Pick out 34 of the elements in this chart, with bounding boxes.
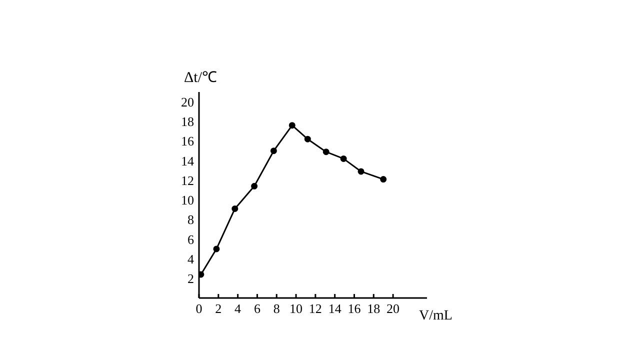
point [380, 176, 387, 183]
x-tick-label: 2 [215, 301, 222, 316]
y-tick-label: 2 [188, 270, 194, 286]
point [322, 148, 330, 156]
point [213, 246, 220, 252]
x-tick-label: 0 [196, 301, 202, 316]
y-tick-label: 16 [181, 134, 194, 149]
y-tick-label: 14 [181, 153, 194, 168]
y-tick-label: 12 [181, 172, 194, 188]
x-axis-title: V/mL [419, 308, 452, 324]
x-tick-label: 6 [254, 301, 261, 316]
point [270, 148, 277, 154]
point [304, 136, 311, 142]
y-tick-label: 4 [188, 251, 194, 266]
x-tick-label: 20 [386, 301, 400, 316]
x-tick-label: 16 [348, 301, 362, 316]
x-tick-label: 4 [234, 301, 242, 316]
point [358, 168, 364, 175]
y-tick-label: 8 [188, 212, 194, 228]
x-tick-label: 10 [290, 301, 303, 316]
y-tick-label: 10 [181, 192, 194, 208]
y-axis-title: Δt/℃ [184, 70, 217, 86]
y-tick-label: 6 [188, 232, 194, 247]
x-tick-label: 12 [308, 301, 322, 316]
y-tick-label: 20 [181, 94, 194, 110]
x-tick-label: 18 [367, 301, 380, 316]
point [199, 271, 204, 278]
y-tick-label: 18 [181, 114, 194, 130]
point [251, 182, 258, 190]
x-tick-label: 8 [273, 301, 280, 316]
point [340, 155, 347, 162]
point [232, 205, 238, 212]
point [288, 122, 296, 129]
x-tick-label: 14 [328, 301, 342, 316]
